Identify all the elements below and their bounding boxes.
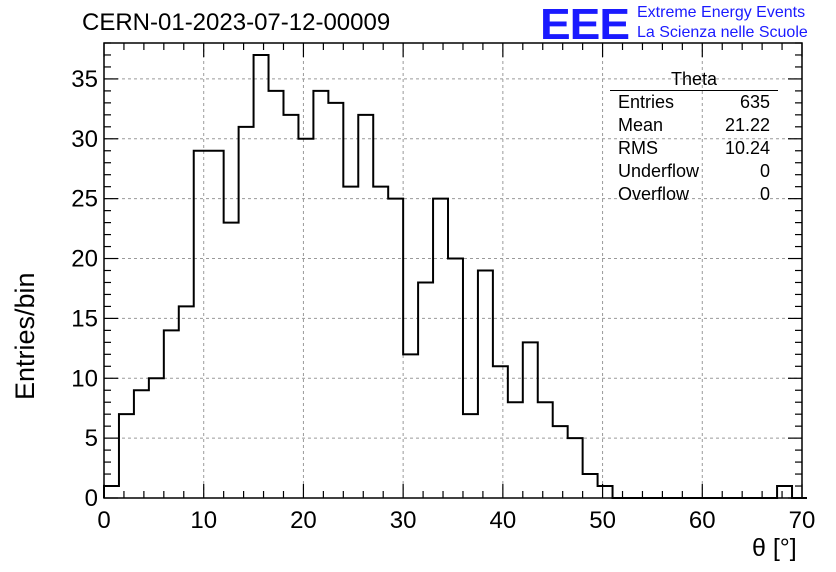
stats-value: 21.22 bbox=[724, 115, 770, 135]
histogram-bin bbox=[403, 354, 418, 498]
stats-value: 0 bbox=[759, 161, 770, 181]
histogram-bin bbox=[433, 199, 448, 498]
x-tick-label: 0 bbox=[97, 507, 110, 534]
chart-title: CERN-01-2023-07-12-00009 bbox=[82, 9, 391, 36]
x-tick-label: 30 bbox=[390, 507, 417, 534]
stats-label: Entries bbox=[618, 92, 675, 112]
stats-value: 0 bbox=[759, 184, 770, 204]
histogram-bin bbox=[598, 486, 613, 498]
histogram-bin bbox=[164, 330, 179, 498]
histogram-bin bbox=[538, 402, 553, 498]
histogram-bin bbox=[134, 390, 149, 498]
y-tick-label: 20 bbox=[71, 246, 98, 273]
y-tick-label: 15 bbox=[71, 305, 98, 332]
histogram-bin bbox=[568, 438, 583, 498]
stats-row: Mean 21.22 bbox=[610, 114, 778, 137]
histogram-bin bbox=[254, 55, 269, 498]
histogram-bin bbox=[777, 486, 792, 498]
x-tick-label: 20 bbox=[290, 507, 317, 534]
stats-label: RMS bbox=[618, 138, 658, 158]
histogram-bin bbox=[149, 378, 164, 498]
stats-title: Theta bbox=[610, 70, 778, 91]
y-tick-label: 25 bbox=[71, 186, 98, 213]
stats-label: Mean bbox=[618, 115, 664, 135]
histogram-bin bbox=[493, 366, 508, 498]
histogram-bin bbox=[298, 139, 313, 498]
x-axis-label: θ [°] bbox=[752, 534, 797, 562]
stats-label: Underflow bbox=[618, 161, 700, 181]
y-tick-label: 5 bbox=[85, 425, 98, 452]
y-axis-label: Entries/bin bbox=[10, 272, 40, 400]
histogram-bin bbox=[283, 115, 298, 498]
histogram-bin bbox=[194, 151, 209, 498]
x-tick-label: 10 bbox=[190, 507, 217, 534]
eee-logo: EEE bbox=[540, 0, 630, 49]
histogram-bin bbox=[583, 474, 598, 498]
stats-value: 10.24 bbox=[724, 138, 770, 158]
x-tick-label: 60 bbox=[689, 507, 716, 534]
histogram-bin bbox=[418, 282, 433, 498]
stats-value: 635 bbox=[739, 92, 770, 112]
histogram-bin bbox=[388, 199, 403, 498]
histogram-bin bbox=[179, 306, 194, 498]
histogram-bin bbox=[373, 187, 388, 498]
histogram-bin bbox=[358, 115, 373, 498]
histogram-bin bbox=[478, 271, 493, 499]
histogram-bin bbox=[523, 342, 538, 498]
stats-row: Entries 635 bbox=[610, 91, 778, 114]
stats-label: Overflow bbox=[618, 184, 690, 204]
stats-box: Theta Entries 635 Mean 21.22 RMS 10.24 U… bbox=[610, 70, 778, 206]
histogram-bin bbox=[463, 414, 478, 498]
x-tick-label: 40 bbox=[490, 507, 517, 534]
x-tick-label: 70 bbox=[789, 507, 816, 534]
y-tick-label: 35 bbox=[71, 66, 98, 93]
histogram-bin bbox=[119, 414, 134, 498]
logo-text-line2: La Scienza nelle Scuole bbox=[637, 24, 808, 41]
histogram-bin bbox=[328, 103, 343, 498]
histogram-bin bbox=[313, 91, 328, 498]
y-tick-label: 10 bbox=[71, 365, 98, 392]
histogram-bin bbox=[343, 187, 358, 498]
stats-row: RMS 10.24 bbox=[610, 137, 778, 160]
histogram-bin bbox=[209, 151, 224, 498]
y-tick-label: 0 bbox=[85, 485, 98, 512]
histogram-bin bbox=[224, 223, 239, 498]
stats-row: Underflow 0 bbox=[610, 160, 778, 183]
histogram-bin bbox=[104, 486, 119, 498]
y-tick-label: 30 bbox=[71, 126, 98, 153]
histogram-bin bbox=[239, 127, 254, 498]
histogram-bin bbox=[508, 402, 523, 498]
logo-text-line1: Extreme Energy Events bbox=[637, 4, 806, 21]
x-tick-label: 50 bbox=[589, 507, 616, 534]
stats-row: Overflow 0 bbox=[610, 183, 778, 206]
histogram-bin bbox=[269, 91, 284, 498]
histogram-bin bbox=[553, 426, 568, 498]
